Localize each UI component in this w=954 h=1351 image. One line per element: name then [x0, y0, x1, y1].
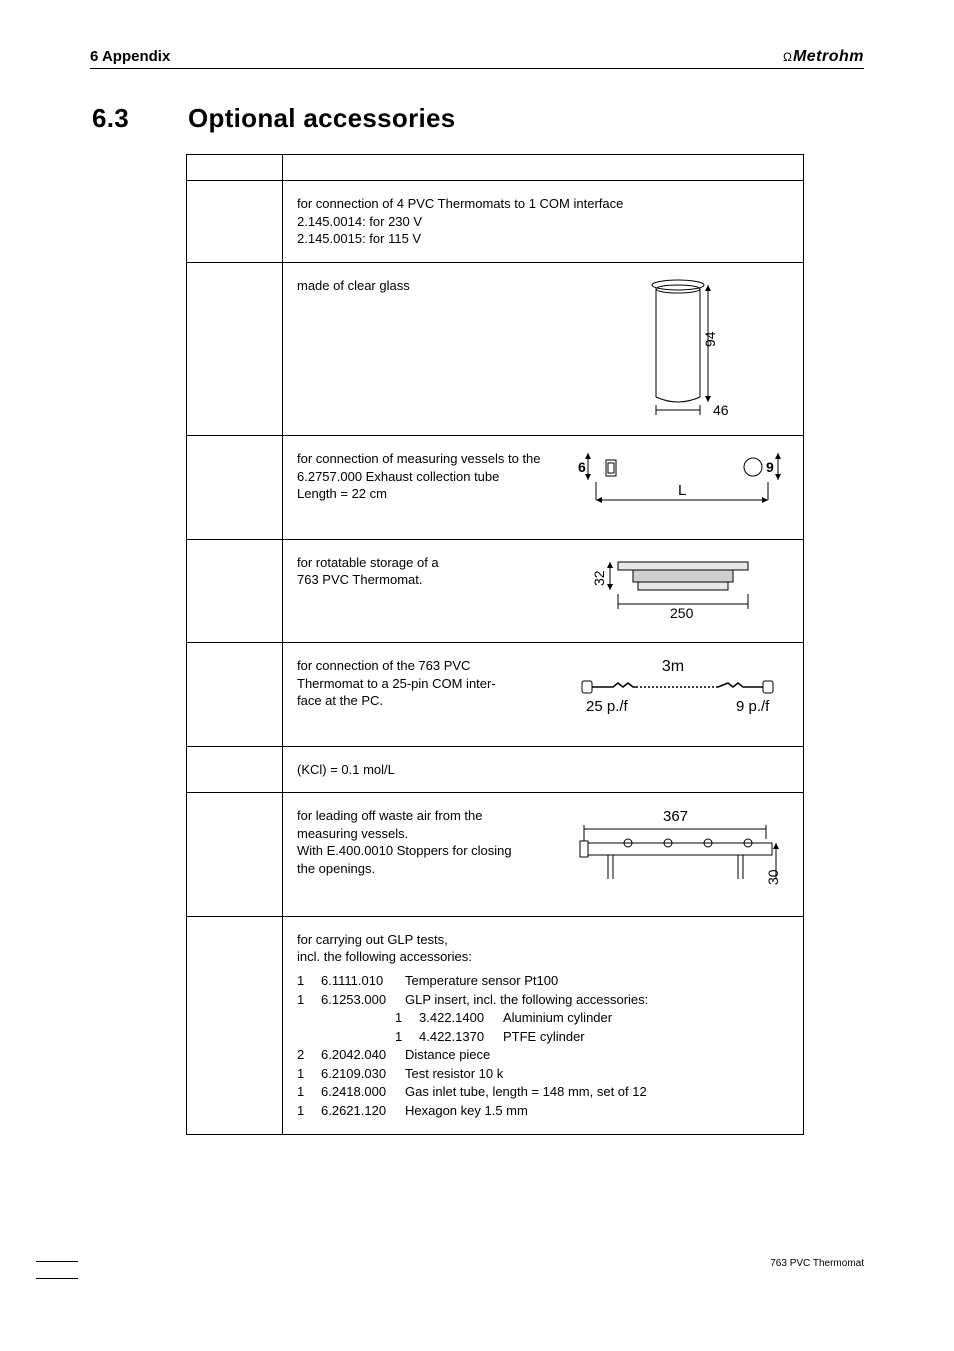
table-row: for connection of measuring vessels to t… [187, 436, 804, 540]
table-row: for leading off waste air from the measu… [187, 793, 804, 917]
desc-line: (KCl) = 0.1 mol/L [297, 761, 789, 779]
list-item: 1 6.2621.120 Hexagon key 1.5 mm [297, 1102, 789, 1120]
list-item: 1 3.422.1400 Aluminium cylinder [395, 1009, 789, 1027]
cell-a [187, 539, 283, 643]
desc-line: 2.145.0015: for 115 V [297, 230, 789, 248]
desc-line: Thermomat to a 25-pin COM inter- [297, 675, 577, 693]
section-heading: 6.3Optional accessories [92, 103, 864, 134]
page-footer: 763 PVC Thermomat [90, 1258, 864, 1269]
table-row: (KCl) = 0.1 mol/L [187, 746, 804, 793]
cell-a [187, 916, 283, 1134]
cell-b: for connection of measuring vessels to t… [283, 436, 804, 540]
footer-right: 763 PVC Thermomat [770, 1258, 864, 1269]
dim-width: 46 [713, 402, 729, 417]
cell-a [187, 181, 283, 263]
dim-w: 367 [663, 808, 688, 825]
desc-line: for connection of the 763 PVC [297, 657, 577, 675]
page-header: 6 Appendix ΩMetrohm [90, 48, 864, 69]
glp-item-list: 1 6.1111.010 Temperature sensor Pt100 1 … [297, 972, 789, 1119]
desc-line: 763 PVC Thermomat. [297, 571, 577, 589]
section-number: 6.3 [92, 103, 188, 134]
table-row: for connection of 4 PVC Thermomats to 1 … [187, 181, 804, 263]
table-header-row [187, 155, 804, 181]
dim-len: L [678, 482, 686, 499]
cell-a [187, 746, 283, 793]
tube-figure: 6 9 L [577, 450, 789, 525]
dim-id: 9 [766, 459, 774, 475]
list-item: 1 6.1253.000 GLP insert, incl. the follo… [297, 991, 789, 1009]
table-row: for carrying out GLP tests, incl. the fo… [187, 916, 804, 1134]
header-cell-a [187, 155, 283, 181]
dim-h: 30 [765, 870, 781, 886]
list-item: 2 6.2042.040 Distance piece [297, 1046, 789, 1064]
exhaust-figure: 367 [577, 807, 789, 902]
glp-subitem-list: 1 3.422.1400 Aluminium cylinder 1 4.422.… [297, 1009, 789, 1045]
cell-a [187, 436, 283, 540]
dim-od: 6 [578, 459, 586, 475]
desc-line: Length = 22 cm [297, 485, 577, 503]
desc-line: made of clear glass [297, 277, 577, 295]
desc-line: measuring vessels. [297, 825, 577, 843]
table-row: made of clear glass 94 [187, 262, 804, 436]
dim-w: 250 [670, 605, 694, 621]
dim-right: 9 p./f [736, 698, 770, 715]
cell-b: for carrying out GLP tests, incl. the fo… [283, 916, 804, 1134]
cell-b: for connection of the 763 PVC Thermomat … [283, 643, 804, 747]
dim-h: 32 [591, 570, 607, 586]
dim-left: 25 p./f [586, 698, 629, 715]
desc-line: incl. the following accessories: [297, 948, 789, 966]
cable-figure: 3m 25 p./f 9 p./f [577, 657, 789, 732]
cell-b: for rotatable storage of a 763 PVC Therm… [283, 539, 804, 643]
desc-line: for leading off waste air from the [297, 807, 577, 825]
list-item: 1 6.2418.000 Gas inlet tube, length = 14… [297, 1083, 789, 1101]
table-row: for rotatable storage of a 763 PVC Therm… [187, 539, 804, 643]
list-item: 1 6.2109.030 Test resistor 10 k [297, 1065, 789, 1083]
vessel-figure: 94 46 [577, 277, 789, 422]
cell-b: for connection of 4 PVC Thermomats to 1 … [283, 181, 804, 263]
brand-prefix: Ω [783, 50, 792, 64]
dim-height: 94 [702, 331, 718, 347]
desc-line: 6.2757.000 Exhaust collection tube [297, 468, 577, 486]
desc-line: for connection of 4 PVC Thermomats to 1 … [297, 195, 789, 213]
desc-line: for rotatable storage of a [297, 554, 577, 572]
side-rules [36, 1261, 78, 1295]
desc-line: the openings. [297, 860, 577, 878]
cell-b: for leading off waste air from the measu… [283, 793, 804, 917]
cell-a [187, 793, 283, 917]
brand-text: Metrohm [793, 48, 864, 65]
cell-a [187, 643, 283, 747]
dim-len: 3m [662, 658, 684, 675]
cell-b: made of clear glass 94 [283, 262, 804, 436]
desc-line: for connection of measuring vessels to t… [297, 450, 577, 468]
turntable-figure: 32 250 [577, 554, 789, 629]
desc-line: for carrying out GLP tests, [297, 931, 789, 949]
list-item: 1 4.422.1370 PTFE cylinder [395, 1028, 789, 1046]
desc-line: 2.145.0014: for 230 V [297, 213, 789, 231]
table-row: for connection of the 763 PVC Thermomat … [187, 643, 804, 747]
section-title-text: Optional accessories [188, 103, 456, 133]
cell-a [187, 262, 283, 436]
header-cell-b [283, 155, 804, 181]
accessories-table: for connection of 4 PVC Thermomats to 1 … [186, 154, 804, 1135]
desc-line: With E.400.0010 Stoppers for closing [297, 842, 577, 860]
cell-b: (KCl) = 0.1 mol/L [283, 746, 804, 793]
desc-line: face at the PC. [297, 692, 577, 710]
brand-logo: ΩMetrohm [783, 48, 864, 66]
header-left: 6 Appendix [90, 48, 170, 65]
list-item: 1 6.1111.010 Temperature sensor Pt100 [297, 972, 789, 990]
